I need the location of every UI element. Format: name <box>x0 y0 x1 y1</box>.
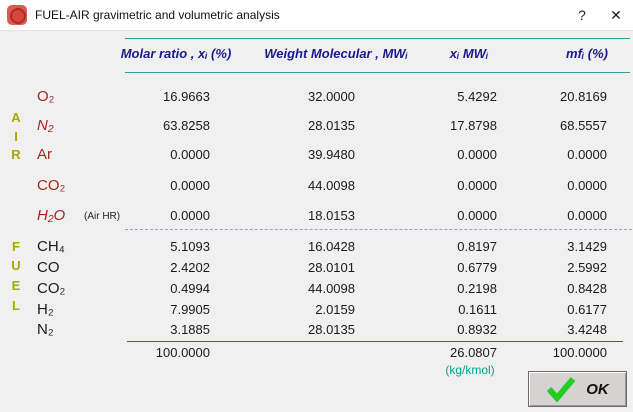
cell-mass-fraction: 0.8428 <box>567 281 607 296</box>
cell-xi-mwi: 0.0000 <box>457 208 497 223</box>
air-fuel-divider <box>125 229 632 230</box>
cell-mass-fraction: 0.0000 <box>567 147 607 162</box>
column-header-molecular-weight: Weight Molecular , MWᵢ <box>264 46 408 61</box>
cell-molecular-weight: 28.0101 <box>308 260 355 275</box>
fuel-group-letter: U <box>11 258 21 273</box>
header-bottom-rule <box>125 72 630 73</box>
fuel-group-letter: L <box>12 298 20 313</box>
air-group-letter: A <box>11 110 21 125</box>
cell-xi-mwi: 0.2198 <box>457 281 497 296</box>
column-header-molar-ratio: Molar ratio , xᵢ (%) <box>120 46 232 61</box>
table-row-h2: H₂ 7.9905 2.0159 0.1611 0.6177 <box>0 301 633 319</box>
cell-molecular-weight: 39.9480 <box>308 147 355 162</box>
cell-molecular-weight: 16.0428 <box>308 239 355 254</box>
cell-molecular-weight: 32.0000 <box>308 89 355 104</box>
cell-molar-ratio: 16.9663 <box>163 89 210 104</box>
cell-mass-fraction: 3.4248 <box>567 322 607 337</box>
cell-molar-ratio: 0.4994 <box>170 281 210 296</box>
species-label: CO₂ <box>37 177 66 194</box>
cell-xi-mwi: 17.8798 <box>450 118 497 133</box>
cell-molecular-weight: 18.0153 <box>308 208 355 223</box>
ok-button-label: OK <box>586 380 609 398</box>
species-label: H₂O <box>37 207 66 224</box>
cell-mass-fraction: 3.1429 <box>567 239 607 254</box>
close-button[interactable]: ✕ <box>610 6 622 23</box>
cell-molar-ratio: 0.0000 <box>170 178 210 193</box>
total-mass-fraction: 100.0000 <box>552 345 607 360</box>
cell-molecular-weight: 44.0098 <box>308 178 355 193</box>
species-label: CO <box>37 259 60 276</box>
species-label: O₂ <box>37 88 55 105</box>
app-icon <box>7 5 27 25</box>
air-hr-note: (Air HR) <box>84 211 121 222</box>
cell-mass-fraction: 0.0000 <box>567 208 607 223</box>
fuel-group-letter: F <box>12 239 20 254</box>
air-group-letter: R <box>11 147 21 162</box>
cell-xi-mwi: 0.8932 <box>457 322 497 337</box>
cell-molar-ratio: 3.1885 <box>170 322 210 337</box>
total-xi-mwi: 26.0807 <box>450 345 497 360</box>
cell-xi-mwi: 0.1611 <box>458 302 497 317</box>
table-row-co: CO 2.4202 28.0101 0.6779 2.5992 <box>0 259 633 277</box>
table-row-co2-air: CO₂ 0.0000 44.0098 0.0000 0.0000 <box>0 177 633 195</box>
cell-molar-ratio: 5.1093 <box>170 239 210 254</box>
cell-mass-fraction: 20.8169 <box>560 89 607 104</box>
cell-molecular-weight: 44.0098 <box>308 281 355 296</box>
app-icon-ring <box>10 8 26 24</box>
species-label: Ar <box>37 146 52 163</box>
cell-mass-fraction: 0.0000 <box>567 178 607 193</box>
species-label: N₂ <box>37 321 54 338</box>
help-button[interactable]: ? <box>578 7 586 23</box>
species-label: CH₄ <box>37 238 65 255</box>
cell-xi-mwi: 0.6779 <box>457 260 497 275</box>
table-row-h2o: H₂O (Air HR) 0.0000 18.0153 0.0000 0.000… <box>0 207 633 225</box>
cell-molecular-weight: 2.0159 <box>315 302 355 317</box>
table-row-n2-air: N₂ 63.8258 28.0135 17.8798 68.5557 <box>0 117 633 135</box>
table-row-ch4: CH₄ 5.1093 16.0428 0.8197 3.1429 <box>0 238 633 256</box>
cell-xi-mwi: 0.0000 <box>457 147 497 162</box>
cell-molar-ratio: 0.0000 <box>170 147 210 162</box>
cell-xi-mwi: 0.0000 <box>457 178 497 193</box>
cell-molar-ratio: 7.9905 <box>170 302 210 317</box>
column-header-mass-fraction: mfᵢ (%) <box>566 46 608 61</box>
totals-row: 100.0000 26.0807 100.0000 <box>0 344 633 362</box>
cell-mass-fraction: 2.5992 <box>567 260 607 275</box>
cell-molecular-weight: 28.0135 <box>308 322 355 337</box>
table-row-co2-fuel: CO₂ 0.4994 44.0098 0.2198 0.8428 <box>0 280 633 298</box>
table-row-o2: O₂ 16.9663 32.0000 5.4292 20.8169 <box>0 88 633 106</box>
cell-molar-ratio: 2.4202 <box>170 260 210 275</box>
species-label: N₂ <box>37 117 54 134</box>
title-bar: FUEL-AIR gravimetric and volumetric anal… <box>0 0 633 31</box>
species-label: H₂ <box>37 301 54 318</box>
column-header-xi-mwi: xᵢ MWᵢ <box>449 46 489 61</box>
cell-xi-mwi: 0.8197 <box>457 239 497 254</box>
cell-xi-mwi: 5.4292 <box>457 89 497 104</box>
cell-mass-fraction: 0.6177 <box>567 302 607 317</box>
check-icon <box>547 377 576 402</box>
window-title: FUEL-AIR gravimetric and volumetric anal… <box>35 8 280 22</box>
table-row-ar: Ar 0.0000 39.9480 0.0000 0.0000 <box>0 146 633 164</box>
species-label: CO₂ <box>37 280 66 297</box>
table-row-n2-fuel: N₂ 3.1885 28.0135 0.8932 3.4248 <box>0 321 633 339</box>
header-top-rule <box>125 38 630 39</box>
cell-molar-ratio: 63.8258 <box>163 118 210 133</box>
cell-molecular-weight: 28.0135 <box>308 118 355 133</box>
ok-button[interactable]: OK <box>528 371 627 407</box>
total-molar-ratio: 100.0000 <box>155 345 210 360</box>
totals-rule <box>127 341 623 342</box>
air-group-letter: I <box>14 129 18 144</box>
unit-note: (kg/kmol) <box>445 363 495 377</box>
fuel-group-letter: E <box>11 278 21 293</box>
cell-mass-fraction: 68.5557 <box>560 118 607 133</box>
cell-molar-ratio: 0.0000 <box>170 208 210 223</box>
